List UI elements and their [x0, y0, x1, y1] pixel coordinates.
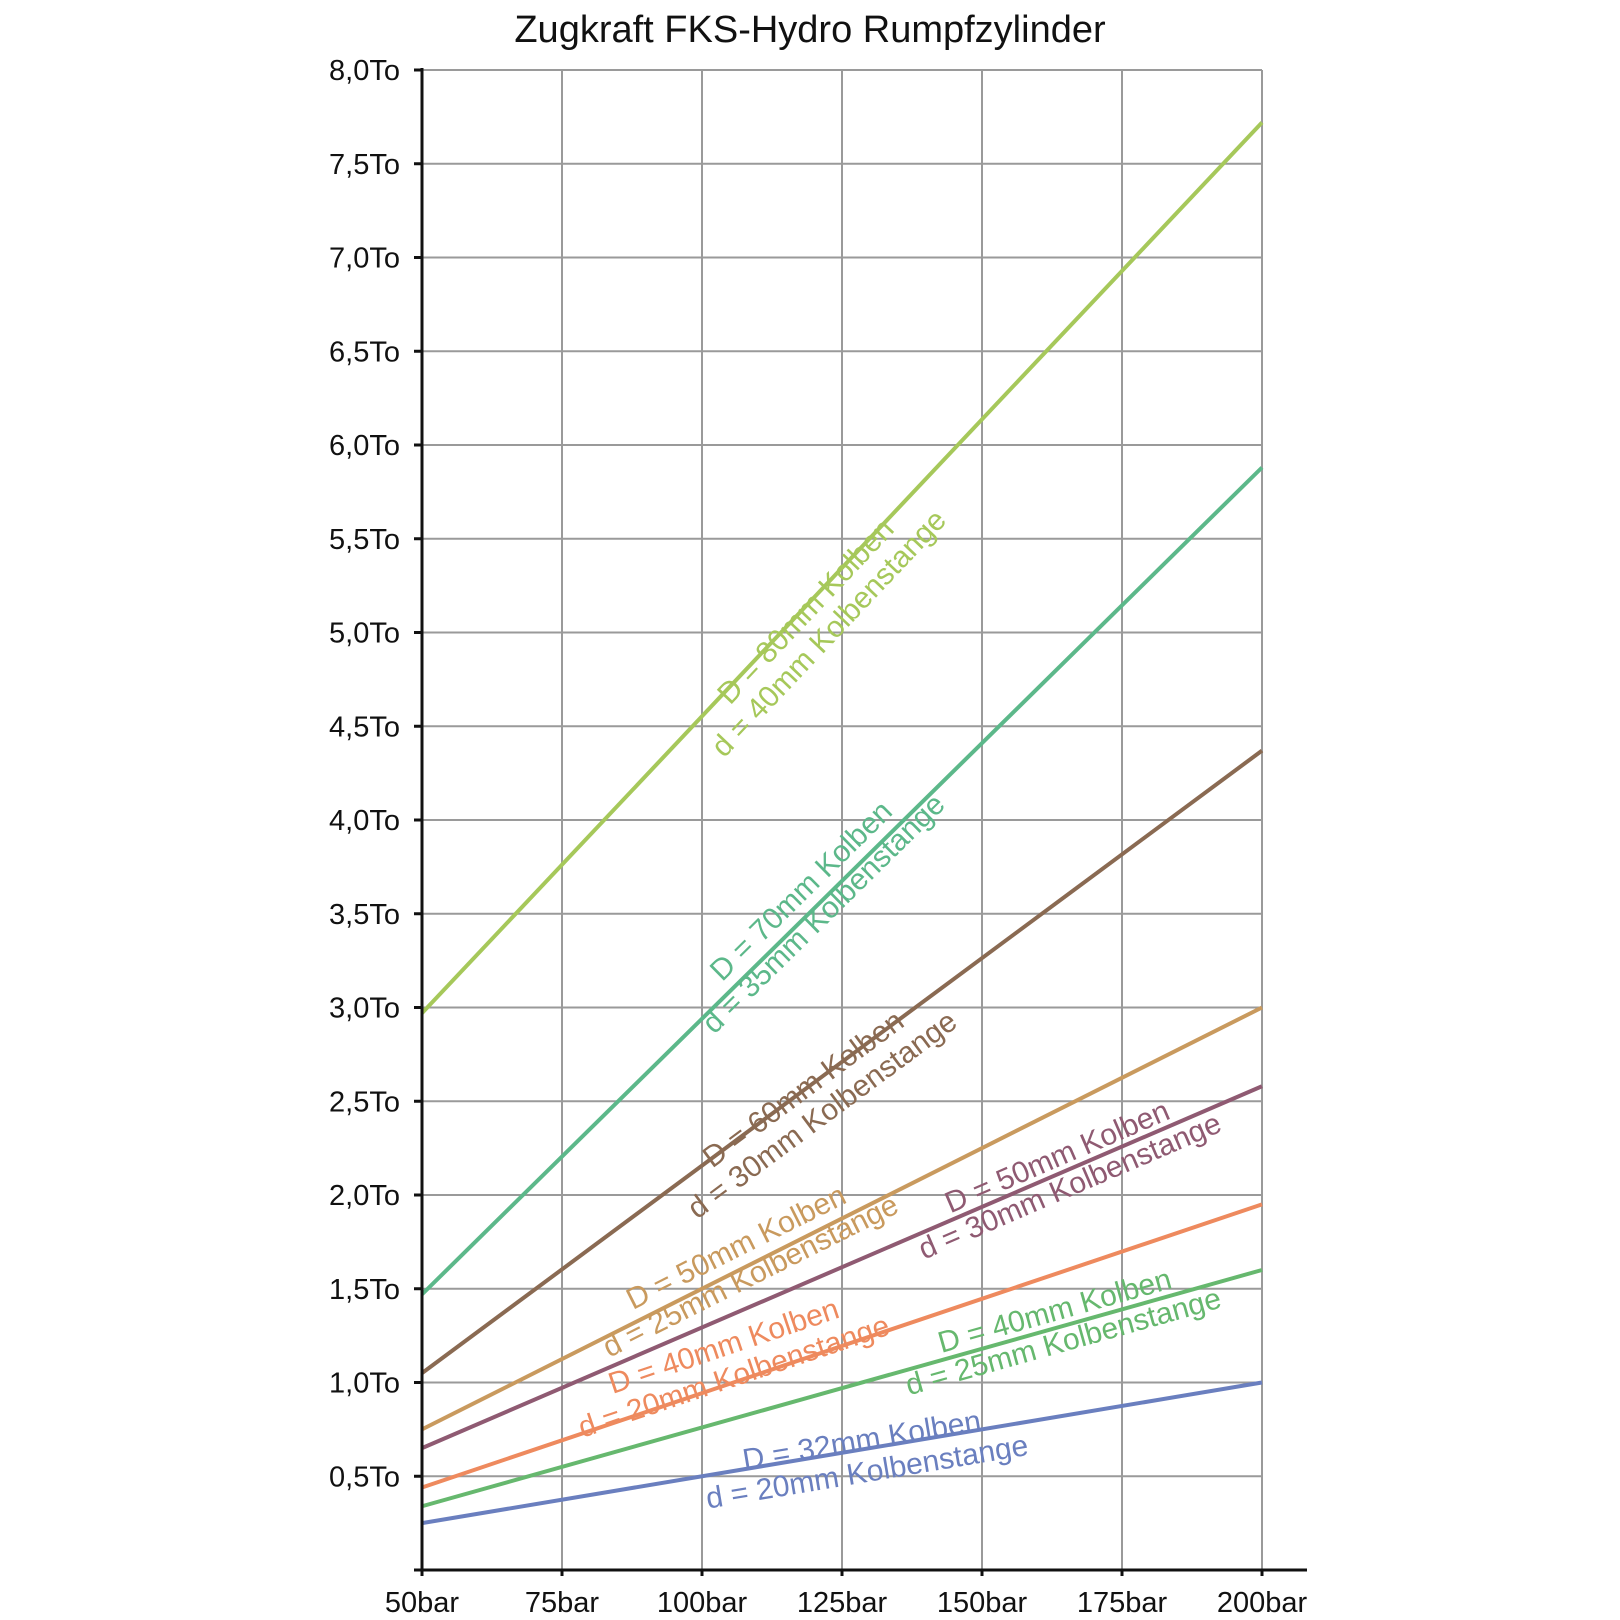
series-line: [421, 1268, 1263, 1509]
y-tick-label: 6,0To: [329, 430, 400, 462]
series-line: [420, 121, 1264, 1015]
series-line: [421, 1005, 1263, 1432]
y-tick-label: 7,0To: [329, 243, 400, 275]
series-line: [421, 1084, 1263, 1450]
x-tick-label: 175bar: [1077, 1587, 1168, 1619]
y-tick-label: 7,5To: [329, 149, 400, 181]
y-tick-label: 6,5To: [329, 336, 400, 368]
series-line: [420, 466, 1264, 1296]
y-tick-label: 5,0To: [329, 618, 400, 650]
x-tick-label: 75bar: [525, 1587, 600, 1619]
y-tick-label: 8,0To: [329, 55, 400, 87]
series-label-line2: d = 40mm Kolbenstange: [705, 504, 953, 764]
x-tick-label: 200bar: [1217, 1587, 1308, 1619]
series-lines: [420, 121, 1264, 1526]
y-tick-label: 2,5To: [329, 1086, 400, 1118]
x-tick-label: 150bar: [937, 1587, 1028, 1619]
x-tick-label: 125bar: [797, 1587, 888, 1619]
series-line: [421, 1202, 1263, 1490]
series-line: [421, 1380, 1263, 1526]
series-line: [420, 749, 1264, 1375]
y-tick-label: 1,5To: [329, 1274, 400, 1306]
y-tick-label: 4,0To: [329, 805, 400, 837]
y-tick-label: 3,5To: [329, 899, 400, 931]
chart-title: Zugkraft FKS-Hydro Rumpfzylinder: [514, 9, 1106, 51]
grid: [422, 69, 1263, 1570]
y-tick-label: 4,5To: [329, 711, 400, 743]
y-tick-label: 5,5To: [329, 524, 400, 556]
x-tick-label: 100bar: [657, 1587, 748, 1619]
y-tick-label: 1,0To: [329, 1368, 400, 1400]
axes: 0,5To 1,0To 1,5To 2,0To 2,5To 3,0To 3,5To 4,0To…: [329, 55, 1307, 1619]
y-tick-label: 3,0To: [329, 993, 400, 1025]
x-tick-label: 50bar: [385, 1587, 460, 1619]
y-tick-label: 0,5To: [329, 1461, 400, 1493]
y-tick-label: 2,0To: [329, 1180, 400, 1212]
